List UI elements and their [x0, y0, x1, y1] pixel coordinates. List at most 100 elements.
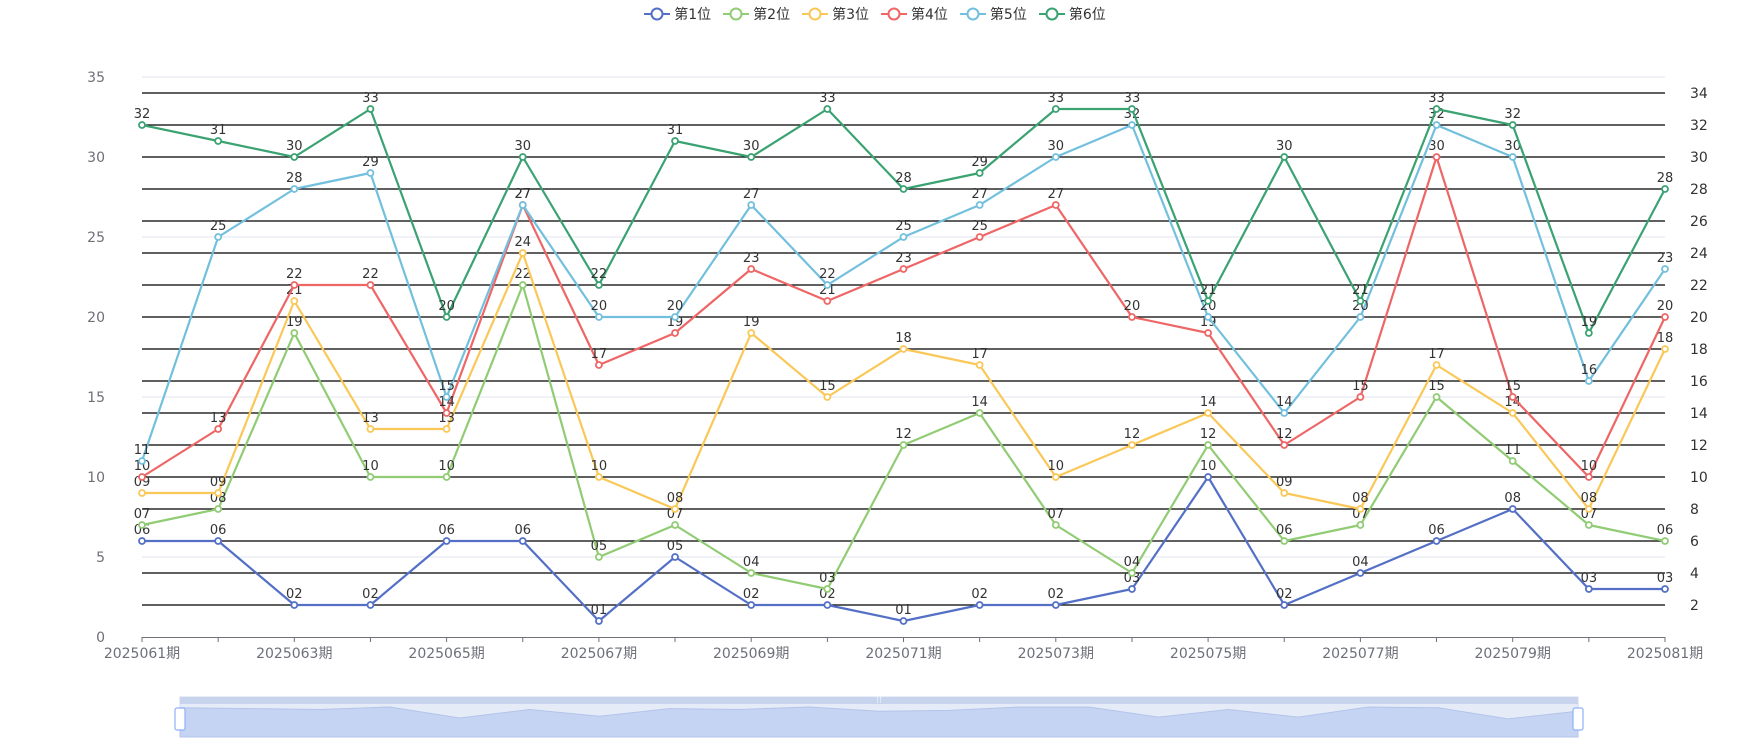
- data-label: 20: [1352, 299, 1369, 314]
- data-label: 28: [895, 171, 912, 186]
- data-point: [899, 185, 908, 193]
- data-point: [290, 153, 299, 161]
- data-label: 04: [1124, 555, 1141, 570]
- data-point: [1584, 329, 1593, 337]
- legend-item[interactable]: 第5位: [959, 4, 1027, 24]
- data-point: [671, 329, 679, 337]
- data-label: 15: [1428, 379, 1445, 394]
- data-label: 02: [743, 587, 760, 602]
- data-label: 14: [971, 395, 988, 410]
- data-label: 06: [438, 523, 455, 538]
- right-y-tick-label: 2: [1690, 598, 1699, 614]
- legend-item[interactable]: 第3位: [802, 4, 869, 24]
- data-label: 17: [1428, 347, 1445, 362]
- data-label: 08: [1581, 491, 1598, 506]
- data-label: 17: [971, 347, 988, 362]
- data-label: 10: [591, 459, 608, 474]
- data-label: 06: [1276, 523, 1293, 538]
- data-label: 32: [134, 107, 151, 122]
- legend-label: 第4位: [911, 7, 948, 23]
- data-label: 16: [1581, 363, 1598, 378]
- data-label: 11: [1504, 443, 1521, 458]
- data-zoom-right-handle[interactable]: [1572, 707, 1584, 731]
- legend-item[interactable]: 第4位: [881, 4, 948, 24]
- y-tick-label: 0: [96, 630, 105, 646]
- data-zoom-left-handle[interactable]: [174, 707, 186, 731]
- data-label: 23: [743, 251, 760, 266]
- data-label: 29: [362, 155, 379, 170]
- data-label: 14: [1276, 395, 1293, 410]
- data-point: [1508, 457, 1517, 465]
- data-label: 30: [1504, 139, 1521, 154]
- data-point: [899, 265, 908, 273]
- data-point: [518, 249, 527, 257]
- legend-label: 第2位: [753, 7, 791, 23]
- right-y-tick-label: 26: [1690, 214, 1708, 230]
- data-point: [442, 409, 451, 417]
- data-point: [1051, 201, 1060, 209]
- data-point: [1280, 601, 1289, 609]
- data-label: 03: [819, 571, 836, 586]
- data-point: [1204, 297, 1212, 305]
- right-y-tick-label: 18: [1690, 342, 1708, 358]
- data-label: 29: [971, 155, 988, 170]
- data-point: [747, 201, 756, 209]
- data-label: 12: [1200, 427, 1217, 442]
- data-label: 22: [286, 267, 303, 282]
- data-point: [1508, 121, 1517, 129]
- data-label: 31: [210, 123, 227, 138]
- data-point: [1432, 121, 1441, 129]
- data-point: [442, 425, 451, 433]
- data-label: 33: [1428, 91, 1445, 106]
- data-point: [975, 361, 984, 369]
- data-point: [1432, 105, 1441, 113]
- data-point: [1661, 537, 1669, 545]
- data-label: 01: [895, 603, 912, 618]
- data-label: 08: [1504, 491, 1521, 506]
- data-label: 19: [743, 315, 760, 330]
- data-point: [138, 521, 146, 529]
- legend-item[interactable]: 第6位: [1038, 4, 1106, 24]
- legend-item[interactable]: 第1位: [644, 4, 711, 24]
- data-point: [899, 233, 908, 241]
- data-label: 10: [438, 459, 455, 474]
- right-y-tick-label: 6: [1690, 534, 1699, 550]
- legend-item[interactable]: 第2位: [723, 4, 790, 24]
- y-tick-label: 25: [87, 230, 105, 246]
- data-point: [1280, 489, 1289, 497]
- data-point: [747, 329, 756, 337]
- data-point: [1584, 505, 1593, 513]
- data-point: [747, 153, 756, 161]
- data-label: 20: [591, 299, 608, 314]
- right-y-tick-label: 30: [1690, 150, 1708, 166]
- data-label: 20: [438, 299, 455, 314]
- data-point: [595, 281, 603, 289]
- data-point: [1584, 473, 1593, 481]
- legend: 第1位 第2位 第3位 第4位 第5位 第6位: [0, 2, 1750, 26]
- data-label: 04: [1352, 555, 1369, 570]
- data-point: [1584, 521, 1593, 529]
- data-label: 02: [971, 587, 988, 602]
- data-point: [823, 297, 832, 305]
- data-point: [595, 313, 603, 321]
- data-point: [975, 601, 984, 609]
- data-label: 30: [1276, 139, 1293, 154]
- data-point: [1661, 265, 1669, 273]
- data-point: [442, 537, 451, 545]
- x-tick-label: 2025077期: [1322, 646, 1398, 662]
- data-point: [1204, 313, 1212, 321]
- data-point: [442, 393, 451, 401]
- x-tick-label: 2025071期: [865, 646, 941, 662]
- legend-line-circle-icon: [802, 7, 829, 21]
- x-tick-label: 2025073期: [1018, 646, 1094, 662]
- data-zoom-preview-area: [179, 706, 1579, 738]
- data-label: 10: [1581, 459, 1598, 474]
- data-point: [823, 105, 832, 113]
- data-label: 21: [1200, 283, 1217, 298]
- data-label: 27: [1048, 187, 1065, 202]
- data-zoom-slider[interactable]: ⁝⁝: [174, 695, 1584, 738]
- data-point: [290, 601, 299, 609]
- data-point: [138, 121, 146, 129]
